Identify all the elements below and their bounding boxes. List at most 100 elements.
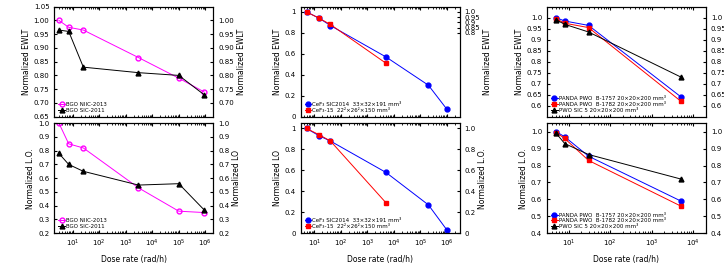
Line: BGO NIIC-2013: BGO NIIC-2013 — [56, 18, 206, 94]
Y-axis label: Normalized L.O.: Normalized L.O. — [26, 148, 35, 209]
BGO NIIC-2013 — [79, 28, 88, 32]
Y-axis label: Normalized L.O.: Normalized L.O. — [519, 148, 528, 209]
PANDA PWO  B-1782 20×20×200 mm³ — [560, 137, 569, 140]
Legend: CeF₃ SIC2014  33×32×191 mm³, CeF₃-15  22²×26²×150 mm³: CeF₃ SIC2014 33×32×191 mm³, CeF₃-15 22²×… — [303, 217, 403, 230]
PWO SIC 5 20×20×200 mm³ — [552, 18, 560, 21]
BGO SIC-2011 — [79, 66, 88, 69]
PANDA PWO  B-1782 20×20×200 mm³ — [584, 159, 593, 162]
Line: CeF₃ SIC2014  33×32×191 mm³: CeF₃ SIC2014 33×32×191 mm³ — [304, 126, 450, 232]
CeF₃-15  22²×26²×150 mm³ — [302, 10, 311, 14]
BGO SIC-2011 — [174, 182, 183, 185]
Legend: PANDA PWO  B-1757 20×20×200 mm³, PANDA PWO  B-1782 20×20×200 mm³, PWO SIC 5 20×2: PANDA PWO B-1757 20×20×200 mm³, PANDA PW… — [550, 211, 667, 230]
PANDA PWO  B-1782 20×20×200 mm³ — [560, 22, 569, 25]
Y-axis label: Normalized EWLT: Normalized EWLT — [22, 28, 31, 95]
Y-axis label: Normalized LO: Normalized LO — [232, 150, 241, 206]
X-axis label: Dose rate (rad/h): Dose rate (rad/h) — [101, 255, 167, 264]
Legend: CeF₃ SIC2014  33×32×191 mm³, CeF₃-15  22²×26²×150 mm³: CeF₃ SIC2014 33×32×191 mm³, CeF₃-15 22²×… — [303, 101, 403, 114]
BGO SIC-2011 — [54, 152, 63, 155]
PANDA PWO  B-1782 20×20×200 mm³ — [676, 204, 685, 208]
PWO SIC 5 20×20×200 mm³ — [560, 142, 569, 145]
Y-axis label: Normalized EWLT: Normalized EWLT — [515, 28, 523, 95]
Line: CeF₃-15  22²×26²×150 mm³: CeF₃-15 22²×26²×150 mm³ — [304, 126, 388, 205]
CeF₃-15  22²×26²×150 mm³ — [315, 133, 324, 136]
CeF₃ SIC2014  33×32×191 mm³ — [315, 134, 324, 137]
Legend: BGO NIIC-2013, BGO SIC-2011: BGO NIIC-2013, BGO SIC-2011 — [57, 101, 108, 114]
BGO SIC-2011 — [200, 208, 209, 211]
Legend: PANDA PWO  B-1757 20×20×200 mm³, PANDA PWO  B-1782 20×20×200 mm³, PWO SIC 5 20×2: PANDA PWO B-1757 20×20×200 mm³, PANDA PW… — [550, 95, 667, 114]
Line: BGO SIC-2011: BGO SIC-2011 — [56, 28, 206, 97]
Y-axis label: Normalized EWLT: Normalized EWLT — [273, 28, 282, 95]
Y-axis label: Normalized EWLT: Normalized EWLT — [237, 28, 245, 95]
CeF₃-15  22²×26²×150 mm³ — [326, 139, 334, 143]
CeF₃ SIC2014  33×32×191 mm³ — [442, 228, 451, 232]
CeF₃ SIC2014  33×32×191 mm³ — [442, 108, 451, 111]
BGO SIC-2011 — [64, 30, 73, 33]
BGO NIIC-2013 — [134, 186, 143, 189]
CeF₃ SIC2014  33×32×191 mm³ — [302, 127, 311, 130]
PANDA PWO  B-1782 20×20×200 mm³ — [584, 26, 593, 29]
PANDA PWO  B-1757 20×20×200 mm³ — [676, 95, 685, 98]
Legend: BGO NIIC-2013, BGO SIC-2011: BGO NIIC-2013, BGO SIC-2011 — [57, 217, 108, 230]
X-axis label: Dose rate (rad/h): Dose rate (rad/h) — [347, 255, 413, 264]
PANDA PWO  B-1757 20×20×200 mm³ — [560, 135, 569, 138]
PANDA PWO  B-1757 20×20×200 mm³ — [560, 19, 569, 23]
CeF₃ SIC2014  33×32×191 mm³ — [315, 17, 324, 20]
PANDA PWO  B-1782 20×20×200 mm³ — [676, 100, 685, 103]
CeF₃ SIC2014  33×32×191 mm³ — [302, 10, 311, 14]
CeF₃ SIC2014  33×32×191 mm³ — [424, 84, 433, 87]
Line: PANDA PWO  B-1757 20×20×200 mm³: PANDA PWO B-1757 20×20×200 mm³ — [554, 129, 683, 203]
PWO SIC 5 20×20×200 mm³ — [676, 76, 685, 79]
Y-axis label: Normalized LO: Normalized LO — [273, 150, 282, 206]
PANDA PWO  B-1757 20×20×200 mm³ — [552, 130, 560, 133]
Line: CeF₃ SIC2014  33×32×191 mm³: CeF₃ SIC2014 33×32×191 mm³ — [304, 9, 450, 112]
BGO NIIC-2013 — [174, 77, 183, 80]
Line: CeF₃-15  22²×26²×150 mm³: CeF₃-15 22²×26²×150 mm³ — [304, 9, 388, 66]
BGO NIIC-2013 — [64, 26, 73, 29]
CeF₃ SIC2014  33×32×191 mm³ — [424, 203, 433, 207]
CeF₃-15  22²×26²×150 mm³ — [382, 201, 390, 204]
Line: BGO NIIC-2013: BGO NIIC-2013 — [56, 121, 206, 215]
Line: BGO SIC-2011: BGO SIC-2011 — [56, 151, 206, 212]
BGO SIC-2011 — [200, 93, 209, 96]
PANDA PWO  B-1757 20×20×200 mm³ — [584, 155, 593, 158]
PWO SIC 5 20×20×200 mm³ — [584, 30, 593, 34]
PWO SIC 5 20×20×200 mm³ — [552, 132, 560, 135]
PWO SIC 5 20×20×200 mm³ — [676, 177, 685, 181]
BGO NIIC-2013 — [54, 19, 63, 22]
CeF₃ SIC2014  33×32×191 mm³ — [326, 24, 334, 27]
CeF₃-15  22²×26²×150 mm³ — [326, 23, 334, 26]
BGO SIC-2011 — [134, 71, 143, 74]
CeF₃-15  22²×26²×150 mm³ — [382, 62, 390, 65]
CeF₃-15  22²×26²×150 mm³ — [302, 127, 311, 130]
BGO NIIC-2013 — [200, 211, 209, 214]
Line: PANDA PWO  B-1782 20×20×200 mm³: PANDA PWO B-1782 20×20×200 mm³ — [554, 16, 683, 104]
CeF₃ SIC2014  33×32×191 mm³ — [382, 55, 390, 59]
BGO SIC-2011 — [64, 163, 73, 166]
CeF₃-15  22²×26²×150 mm³ — [315, 17, 324, 20]
PANDA PWO  B-1782 20×20×200 mm³ — [552, 17, 560, 20]
BGO SIC-2011 — [54, 28, 63, 32]
Line: PANDA PWO  B-1757 20×20×200 mm³: PANDA PWO B-1757 20×20×200 mm³ — [554, 15, 683, 99]
PWO SIC 5 20×20×200 mm³ — [560, 23, 569, 26]
X-axis label: Dose rate (rad/h): Dose rate (rad/h) — [594, 255, 660, 264]
BGO SIC-2011 — [174, 74, 183, 77]
BGO NIIC-2013 — [64, 142, 73, 146]
PANDA PWO  B-1757 20×20×200 mm³ — [552, 16, 560, 19]
BGO NIIC-2013 — [174, 210, 183, 213]
Line: PWO SIC 5 20×20×200 mm³: PWO SIC 5 20×20×200 mm³ — [554, 17, 683, 80]
PANDA PWO  B-1757 20×20×200 mm³ — [584, 24, 593, 27]
Y-axis label: Normalized EWLT: Normalized EWLT — [483, 28, 492, 95]
Line: PANDA PWO  B-1782 20×20×200 mm³: PANDA PWO B-1782 20×20×200 mm³ — [554, 130, 683, 209]
PANDA PWO  B-1757 20×20×200 mm³ — [676, 199, 685, 203]
BGO NIIC-2013 — [200, 90, 209, 94]
PANDA PWO  B-1782 20×20×200 mm³ — [552, 131, 560, 134]
BGO SIC-2011 — [79, 170, 88, 173]
BGO NIIC-2013 — [134, 56, 143, 59]
BGO NIIC-2013 — [79, 146, 88, 150]
PWO SIC 5 20×20×200 mm³ — [584, 153, 593, 156]
BGO NIIC-2013 — [54, 122, 63, 125]
CeF₃ SIC2014  33×32×191 mm³ — [326, 139, 334, 143]
CeF₃ SIC2014  33×32×191 mm³ — [382, 171, 390, 174]
Line: PWO SIC 5 20×20×200 mm³: PWO SIC 5 20×20×200 mm³ — [554, 131, 683, 181]
BGO SIC-2011 — [134, 184, 143, 187]
